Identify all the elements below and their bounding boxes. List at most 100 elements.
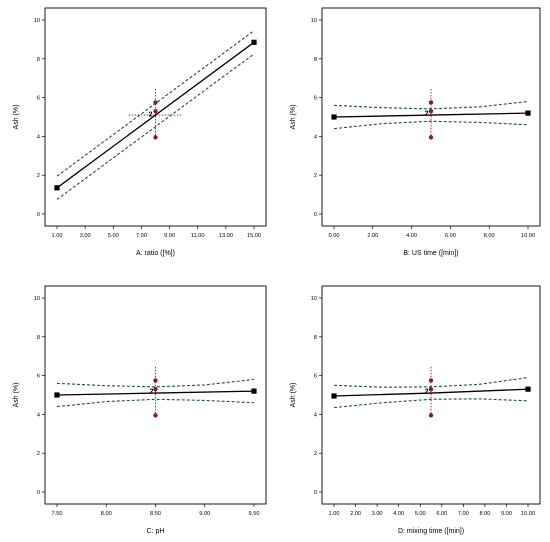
x-tick-label: 2.00 (350, 511, 361, 517)
x-tick-label: 9.50 (249, 511, 260, 517)
ci-upper-line (333, 100, 529, 110)
x-tick-label: 1.00 (52, 233, 63, 239)
x-tick-label: 3.00 (372, 511, 383, 517)
plot-frame (44, 7, 267, 227)
y-tick-label: 6 (37, 96, 40, 102)
y-axis-title: Ash (%) (290, 383, 297, 408)
x-tick-label: 10.00 (521, 233, 535, 239)
y-tick-label: 8 (37, 57, 40, 63)
x-tick-label: 13.00 (219, 233, 233, 239)
x-tick-label: 4.00 (406, 233, 417, 239)
x-tick-label: 7.00 (458, 511, 469, 517)
x-tick-label: 6.00 (436, 511, 447, 517)
y-tick-label: 4 (314, 134, 317, 140)
replicate-count-label: 2 (425, 389, 429, 396)
x-tick-label: 5.00 (108, 233, 119, 239)
design-point (153, 413, 158, 418)
y-axis-title: Ash (%) (13, 383, 20, 408)
x-tick-label: 10.00 (521, 511, 535, 517)
design-point (153, 108, 158, 114)
y-tick-label: 4 (37, 412, 40, 418)
design-point (153, 378, 158, 383)
replicate-count-label: 2 (150, 389, 154, 396)
y-tick-label: 10 (34, 18, 40, 24)
x-tick-label: 8.00 (101, 511, 112, 517)
x-tick-label: 9.00 (501, 511, 512, 517)
chart-panel-1: 0 2 4 6 8 10 1.00 3.00 5.00 7.00 9.00 11.00 13.00 15.… (13, 7, 267, 257)
y-tick-label: 0 (37, 212, 40, 218)
ci-lower-line (333, 398, 529, 409)
x-tick-label: 15.00 (247, 233, 261, 239)
x-tick-label: 8.00 (479, 511, 490, 517)
design-point (428, 378, 434, 383)
end-point-marker (525, 386, 531, 392)
x-tick-label: 7.00 (136, 233, 147, 239)
y-tick-label: 8 (37, 335, 40, 341)
end-point-marker (251, 39, 257, 45)
end-point-marker (331, 393, 337, 399)
replicate-count-label: 2 (425, 111, 429, 118)
plot-frame (321, 285, 541, 505)
y-tick-label: 0 (314, 490, 317, 496)
end-point-marker (525, 110, 531, 116)
chart-panel-2: 0 2 4 6 8 10 0.00 2.00 4.00 6.00 8.00 10.00 B: US ti… (290, 7, 541, 257)
y-tick-label: 6 (314, 374, 317, 380)
y-tick-label: 2 (314, 451, 317, 457)
chart-panel-4: 0 2 4 6 8 10 1.00 2.00 3.00 4.00 5.00 6.00 7.00 8.00 9… (290, 285, 541, 535)
x-axis-title: C: pH (147, 528, 165, 535)
prediction-line (56, 41, 255, 189)
x-tick-label: 6.00 (445, 233, 456, 239)
y-tick-label: 2 (37, 173, 40, 179)
plot-frame (321, 7, 541, 227)
y-tick-label: 2 (37, 451, 40, 457)
y-tick-label: 4 (37, 134, 40, 140)
y-tick-label: 6 (314, 96, 317, 102)
x-axis-title: B: US time ([min]) (403, 250, 458, 257)
ci-upper-line (333, 376, 529, 388)
prediction-line (333, 388, 529, 397)
x-tick-label: 0.00 (329, 233, 340, 239)
x-tick-label: 3.00 (80, 233, 91, 239)
x-axis-title: A: ratio ([%]) (136, 250, 175, 257)
y-tick-label: 8 (314, 57, 317, 63)
y-axis-title: Ash (%) (290, 105, 297, 130)
design-point (428, 135, 434, 140)
design-point (153, 100, 158, 105)
end-point-marker (54, 392, 60, 398)
prediction-line (333, 112, 529, 118)
ci-lower-line (333, 120, 529, 130)
end-point-marker (331, 114, 337, 120)
prediction-line (56, 390, 255, 396)
x-tick-label: 1.00 (329, 511, 340, 517)
design-point (428, 100, 434, 105)
x-tick-label: 11.00 (191, 233, 205, 239)
ci-lower-line (56, 53, 255, 200)
x-tick-label: 5.00 (415, 511, 426, 517)
replicate-count-label: 2 (149, 112, 153, 119)
end-point-marker (251, 388, 257, 394)
y-tick-label: 4 (314, 412, 317, 418)
end-point-marker (54, 185, 60, 191)
design-point (428, 413, 434, 418)
design-point (428, 386, 434, 392)
y-tick-label: 6 (37, 374, 40, 380)
y-tick-label: 10 (311, 296, 317, 302)
design-point (153, 135, 158, 140)
x-tick-label: 4.00 (393, 511, 404, 517)
y-tick-label: 2 (314, 173, 317, 179)
x-tick-label: 9.00 (199, 511, 210, 517)
y-tick-label: 0 (37, 490, 40, 496)
design-point (153, 386, 158, 392)
design-point (428, 108, 434, 114)
ci-upper-line (56, 378, 255, 388)
x-axis-title: D: mixing time ([min]) (398, 528, 464, 535)
y-axis-title: Ash (%) (13, 105, 20, 130)
y-tick-label: 0 (314, 212, 317, 218)
y-tick-label: 8 (314, 335, 317, 341)
y-tick-label: 10 (311, 18, 317, 24)
chart-panel-3: 0 2 4 6 8 10 7.50 8.00 8.50 9.00 9.50 C: pH Ash (%) 2 (13, 285, 267, 535)
x-tick-label: 9.00 (164, 233, 175, 239)
x-tick-label: 2.00 (367, 233, 378, 239)
y-tick-label: 10 (34, 296, 40, 302)
